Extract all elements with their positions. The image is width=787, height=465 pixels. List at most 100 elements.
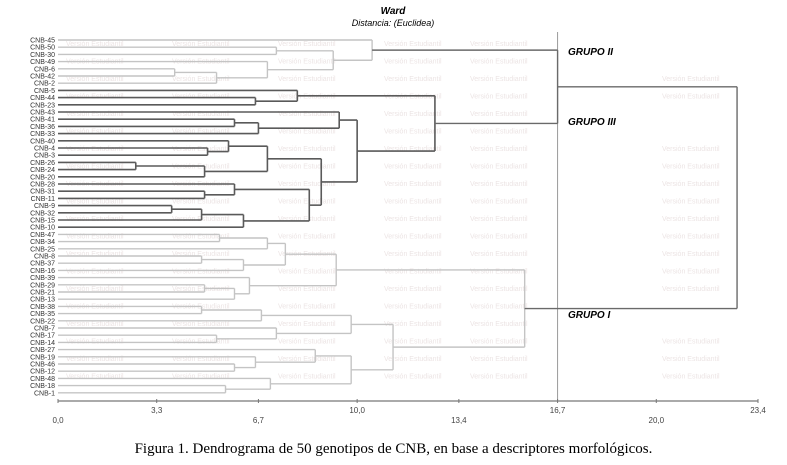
leaf-label: CNB-15	[30, 218, 55, 225]
dendrogram-chart: Versión Estudiantil Versión Estudiantil Ve…	[30, 6, 766, 425]
watermark-text: Versión Estudiantil	[66, 164, 124, 171]
leaf-label: CNB-8	[34, 254, 55, 261]
group-label: GRUPO I	[568, 310, 610, 321]
x-axis: 0,0 3,3 6,7 10,0 13,4 16,7 20,0 23,4	[52, 399, 766, 425]
watermark-text: Versión Estudiantil	[470, 339, 528, 346]
watermark-text: Versión Estudiantil	[384, 41, 442, 48]
watermark-text: Versión Estudiantil	[66, 76, 124, 83]
leaf-label: CNB-19	[30, 354, 55, 361]
leaf-label: CNB-36	[30, 124, 55, 131]
leaf-label: CNB-47	[30, 232, 55, 239]
watermark-text: Versión Estudiantil	[384, 164, 442, 171]
watermark-text: Versión Estudiantil	[384, 76, 442, 83]
group-labels: GRUPO II GRUPO III GRUPO I	[568, 47, 616, 321]
leaf-label: CNB-18	[30, 383, 55, 390]
watermark-text: Versión Estudiantil	[278, 321, 336, 328]
watermark-text: Versión Estudiantil	[384, 181, 442, 188]
watermark-text: Versión Estudiantil	[384, 304, 442, 311]
watermark-text: Versión Estudiantil	[470, 129, 528, 136]
leaf-label: CNB-23	[30, 102, 55, 109]
leaf-label: CNB-12	[30, 369, 55, 376]
watermark-text: Versión Estudiantil	[278, 181, 336, 188]
x-tick-label: 20,0	[649, 416, 665, 425]
watermark-text: Versión Estudiantil	[278, 216, 336, 223]
watermark-text: Versión Estudiantil	[278, 304, 336, 311]
x-tick-label: 23,4	[750, 406, 766, 415]
watermark-text: Versión Estudiantil	[278, 234, 336, 241]
leaf-label: CNB-31	[30, 189, 55, 196]
watermark-text: Versión Estudiantil	[662, 216, 720, 223]
leaf-label: CNB-40	[30, 138, 55, 145]
leaf-label: CNB-10	[30, 225, 55, 232]
chart-subtitle: Distancia: (Euclidea)	[352, 18, 435, 28]
watermark-text: Versión Estudiantil	[278, 59, 336, 66]
watermark-text: Versión Estudiantil	[662, 251, 720, 258]
figure-caption: Figura 1. Dendrograma de 50 genotipos de…	[134, 441, 653, 457]
watermark-text: Versión Estudiantil	[662, 76, 720, 83]
watermark-text: Versión Estudiantil	[172, 199, 230, 206]
watermark-text: Versión Estudiantil	[470, 269, 528, 276]
watermark-text: Versión Estudiantil	[278, 269, 336, 276]
leaf-label: CNB-4	[34, 146, 55, 153]
watermark-text: Versión Estudiantil	[172, 129, 230, 136]
x-tick-label: 10,0	[349, 406, 365, 415]
watermark-text: Versión Estudiantil	[172, 164, 230, 171]
leaf-label: CNB-21	[30, 290, 55, 297]
leaf-labels: CNB-45CNB-50CNB-30CNB-49CNB-6CNB-42CNB-2…	[30, 38, 55, 398]
watermark-text: Versión Estudiantil	[278, 164, 336, 171]
x-tick-label: 0,0	[52, 416, 64, 425]
watermark-text: Versión Estudiantil	[172, 76, 230, 83]
watermark-text: Versión Estudiantil	[384, 129, 442, 136]
watermark-text: Versión Estudiantil	[384, 146, 442, 153]
watermark-text: Versión Estudiantil	[662, 146, 720, 153]
leaf-label: CNB-29	[30, 282, 55, 289]
leaf-label: CNB-32	[30, 210, 55, 217]
x-tick-label: 6,7	[253, 416, 265, 425]
leaf-label: CNB-6	[34, 66, 55, 73]
watermark-text: Versión Estudiantil	[66, 41, 124, 48]
leaf-label: CNB-49	[30, 59, 55, 66]
watermark-text: Versión Estudiantil	[278, 286, 336, 293]
watermark-text: Versión Estudiantil	[470, 199, 528, 206]
watermark-text: Versión Estudiantil	[384, 339, 442, 346]
watermark-text: Versión Estudiantil	[662, 94, 720, 101]
watermark-text: Versión Estudiantil	[470, 286, 528, 293]
watermark-text: Versión Estudiantil	[66, 199, 124, 206]
leaf-label: CNB-14	[30, 340, 55, 347]
leaf-label: CNB-45	[30, 38, 55, 45]
dendrogram-links	[58, 32, 738, 401]
watermark-text: Versión Estudiantil	[384, 286, 442, 293]
watermark-text: Versión Estudiantil	[384, 216, 442, 223]
watermark-text: Versión Estudiantil	[172, 234, 230, 241]
watermark-text: Versión Estudiantil	[662, 234, 720, 241]
watermark-text: Versión Estudiantil	[66, 286, 124, 293]
watermark-text: Versión Estudiantil	[66, 374, 124, 381]
watermark-text: Versión Estudiantil	[384, 269, 442, 276]
watermark-text: Versión Estudiantil	[278, 111, 336, 118]
watermark-text: Versión Estudiantil	[384, 94, 442, 101]
leaf-label: CNB-38	[30, 304, 55, 311]
leaf-label: CNB-28	[30, 182, 55, 189]
watermark-text: Versión Estudiantil	[66, 321, 124, 328]
watermark-text: Versión Estudiantil	[662, 164, 720, 171]
watermark-text: Versión Estudiantil	[172, 286, 230, 293]
watermark-text: Versión Estudiantil	[66, 111, 124, 118]
watermark-text: Versión Estudiantil	[66, 356, 124, 363]
watermark-text: Versión Estudiantil	[470, 41, 528, 48]
watermark-text: Versión Estudiantil	[278, 76, 336, 83]
watermark-text: Versión Estudiantil	[384, 234, 442, 241]
watermark-text: Versión Estudiantil	[172, 251, 230, 258]
leaf-label: CNB-37	[30, 261, 55, 268]
watermark-text: Versión Estudiantil	[384, 59, 442, 66]
watermark-text: Versión Estudiantil	[470, 216, 528, 223]
leaf-label: CNB-48	[30, 376, 55, 383]
watermark-text: Versión Estudiantil	[470, 356, 528, 363]
leaf-label: CNB-22	[30, 318, 55, 325]
watermark-text: Versión Estudiantil	[662, 374, 720, 381]
leaf-label: CNB-11	[31, 196, 55, 203]
watermark: Versión Estudiantil Versión Estudiantil Ve…	[66, 41, 720, 381]
watermark-text: Versión Estudiantil	[662, 269, 720, 276]
watermark-text: Versión Estudiantil	[278, 199, 336, 206]
leaf-label: CNB-16	[30, 268, 55, 275]
watermark-text: Versión Estudiantil	[172, 111, 230, 118]
